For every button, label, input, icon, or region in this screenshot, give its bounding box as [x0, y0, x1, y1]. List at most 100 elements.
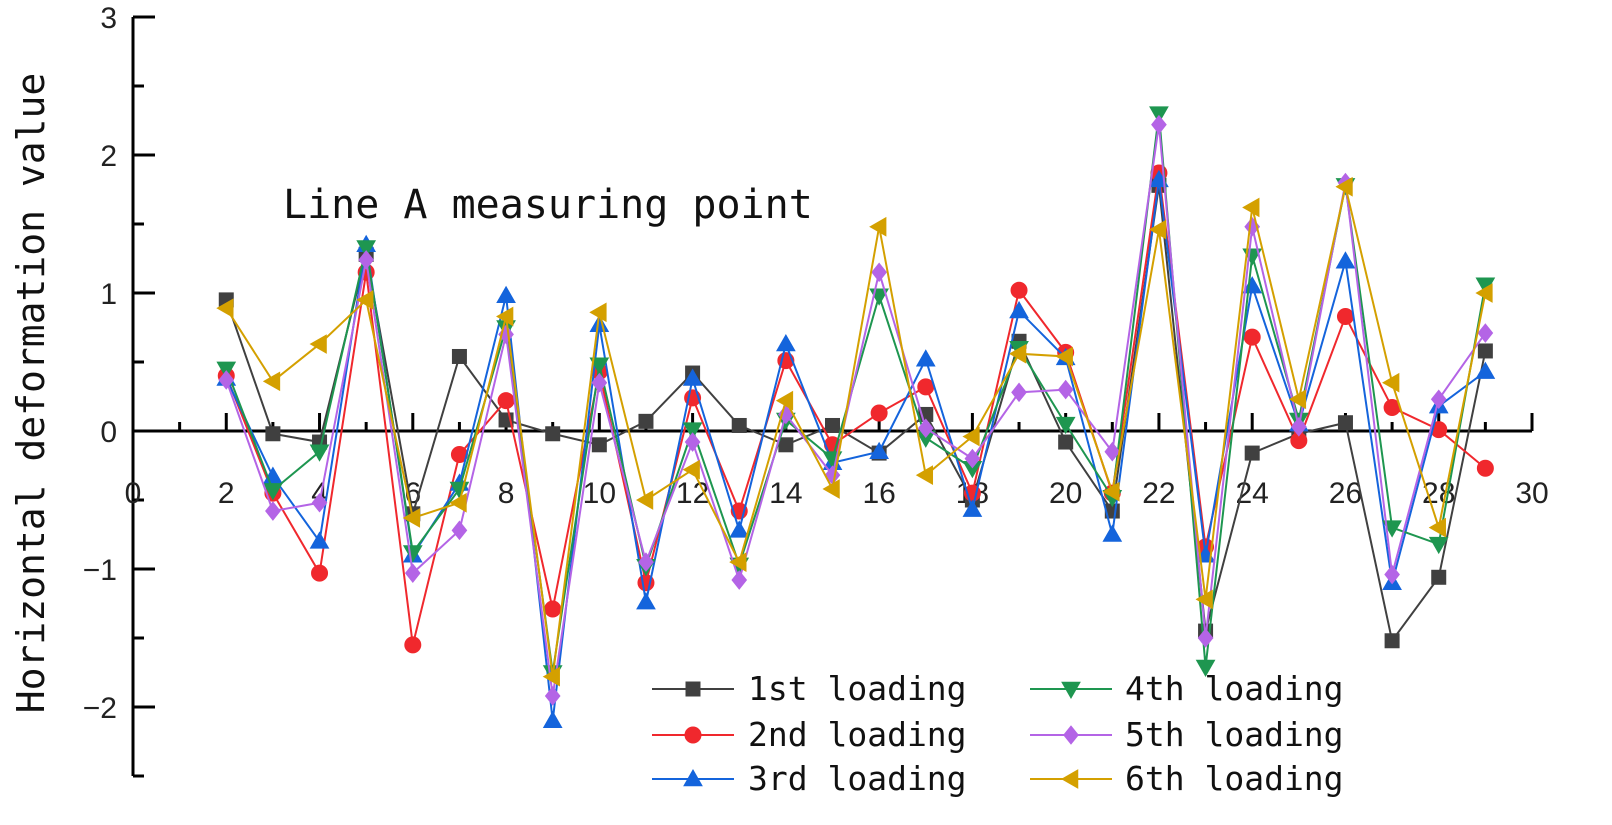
data-point [404, 563, 421, 583]
legend-entry: 4th loading [1030, 669, 1344, 708]
x-tick-label: 2 [218, 477, 235, 510]
series-layer [216, 106, 1496, 729]
data-point [915, 349, 936, 367]
data-point [309, 334, 327, 354]
data-point [542, 710, 563, 729]
data-point [825, 417, 840, 433]
annotation-text: Line A measuring point [283, 182, 813, 228]
data-point [1475, 361, 1496, 379]
data-point [1102, 481, 1120, 502]
data-point [682, 422, 703, 440]
data-point [311, 564, 329, 582]
y-tick-label: 3 [100, 2, 117, 35]
data-point [311, 492, 328, 513]
y-tick-label: 0 [100, 416, 117, 449]
data-point [869, 216, 887, 237]
data-point [870, 404, 888, 422]
data-point [544, 686, 561, 706]
legend-entry: 6th loading [1030, 759, 1344, 798]
legend-label: 5th loading [1125, 715, 1344, 754]
data-point [682, 368, 703, 386]
data-point [451, 348, 467, 364]
data-point [265, 426, 281, 442]
data-point [962, 499, 983, 517]
data-point [1148, 219, 1167, 240]
data-point [1336, 307, 1354, 325]
data-point [1197, 628, 1214, 648]
legend-label: 3rd loading [748, 759, 967, 798]
data-point [636, 592, 656, 610]
data-point [591, 437, 607, 453]
data-point [1384, 633, 1400, 649]
data-point [496, 306, 514, 327]
data-point [216, 361, 237, 379]
data-point [1104, 441, 1121, 462]
data-point [964, 448, 981, 469]
y-tick-label: 2 [100, 140, 117, 173]
x-tick-label: 22 [1142, 477, 1175, 510]
legend-marker [1061, 681, 1081, 700]
legend: 1st loading 2nd loading 3rd loading 4th loa… [652, 669, 1344, 798]
data-point [917, 378, 935, 396]
data-point [544, 600, 562, 618]
legend-marker [1063, 725, 1079, 745]
data-point [731, 570, 748, 590]
data-point [496, 285, 516, 304]
axes: −2−10123024681012141618202224262830 [83, 2, 1549, 778]
data-point [545, 426, 561, 442]
data-point [869, 441, 889, 459]
data-point [962, 426, 980, 447]
data-point [449, 492, 467, 513]
legend-label: 4th loading [1125, 669, 1344, 708]
data-point [1195, 659, 1216, 677]
legend-entry: 3rd loading [652, 759, 967, 798]
data-point [731, 417, 747, 433]
data-point [1011, 382, 1027, 403]
data-point [1428, 536, 1449, 555]
legend-label: 6th loading [1125, 759, 1344, 798]
data-point [915, 465, 934, 486]
data-point [497, 392, 515, 410]
data-point [1243, 328, 1261, 346]
data-point [684, 432, 701, 452]
legend-label: 2nd loading [748, 715, 967, 754]
data-point [917, 418, 934, 439]
data-point [778, 437, 794, 453]
x-tick-label: 20 [1049, 477, 1082, 510]
data-point [1195, 589, 1213, 610]
data-point [1384, 564, 1400, 585]
data-point [871, 262, 887, 283]
data-point [309, 444, 330, 462]
series-5 [218, 114, 1494, 706]
data-point [638, 413, 654, 429]
series-line [225, 124, 1487, 697]
data-point [1335, 176, 1353, 197]
x-tick-label: 10 [583, 477, 616, 510]
y-tick-label: 1 [100, 278, 117, 311]
data-point [1244, 445, 1260, 461]
data-point [265, 501, 281, 521]
series-line [225, 185, 1487, 644]
data-point [356, 240, 377, 258]
x-tick-label: 14 [769, 477, 802, 510]
data-point [216, 298, 234, 319]
data-point [1337, 415, 1353, 431]
data-point [775, 390, 794, 411]
data-point [591, 372, 608, 393]
legend-entry: 2nd loading [652, 715, 967, 754]
x-tick-label: 8 [498, 477, 515, 510]
x-tick-label: 26 [1329, 477, 1362, 510]
data-point [1009, 300, 1029, 319]
data-point [1055, 346, 1073, 367]
data-point [729, 552, 747, 572]
data-point [1151, 114, 1167, 135]
data-point [1058, 434, 1074, 450]
data-point [309, 531, 330, 549]
data-point [1288, 389, 1307, 410]
data-point [263, 483, 283, 501]
data-point [1430, 389, 1447, 410]
data-point [729, 520, 750, 538]
data-point [1009, 343, 1027, 364]
y-tick-label: −2 [83, 692, 117, 725]
data-point [1382, 372, 1400, 393]
